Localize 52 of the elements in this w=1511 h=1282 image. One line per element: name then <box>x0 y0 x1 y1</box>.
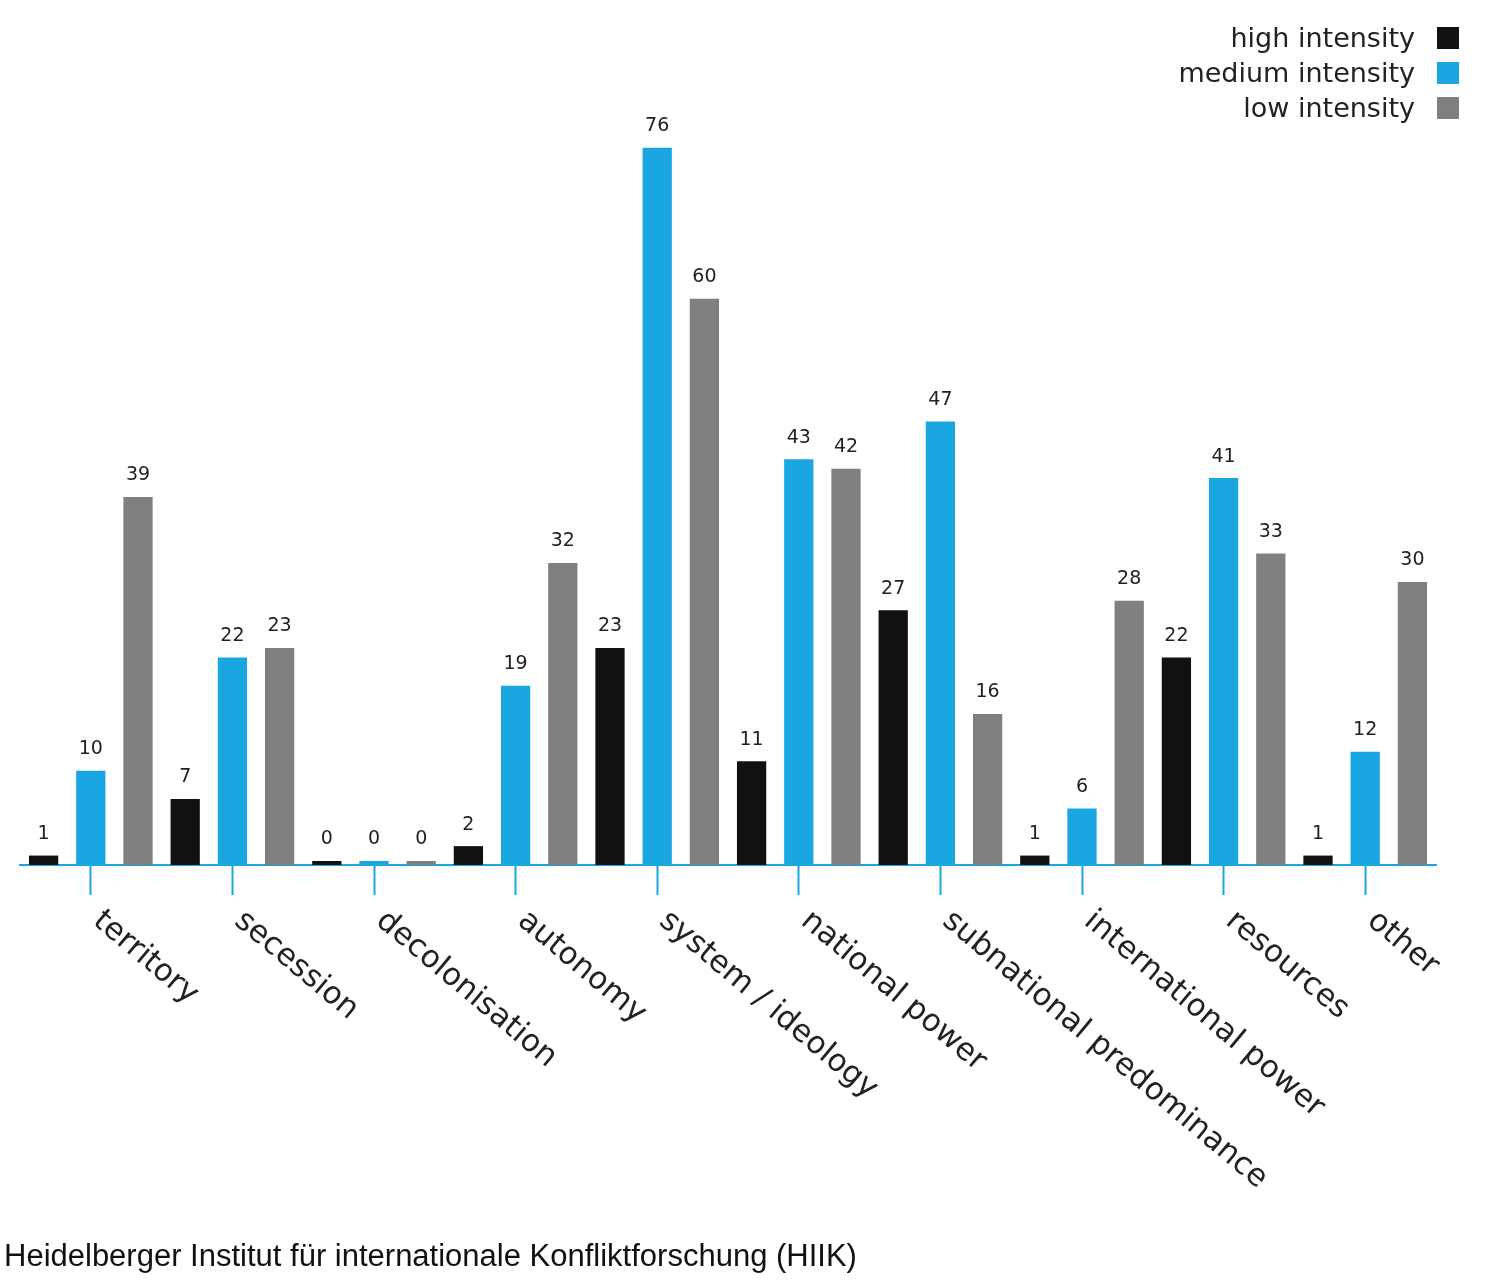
bar <box>170 798 200 865</box>
data-label: 0 <box>367 826 381 849</box>
data-label: 19 <box>503 651 528 674</box>
data-label: 1 <box>37 821 50 843</box>
bar <box>689 298 720 865</box>
data-label: 23 <box>597 613 623 636</box>
text: Heidelberger Institut für internationale Konfliktforschung (HIIK) <box>4 1238 857 1274</box>
bar <box>28 855 59 865</box>
data-label: 76 <box>645 113 670 136</box>
bar <box>264 647 295 865</box>
data-label: 1 <box>1311 821 1325 843</box>
data-label: 27 <box>881 575 906 598</box>
data-label: 16 <box>975 679 1000 702</box>
bar <box>1303 855 1333 865</box>
data-label: 0 <box>415 826 428 849</box>
bar <box>831 468 861 865</box>
data-label: 22 <box>1164 622 1189 645</box>
data-label: 23 <box>267 613 292 636</box>
bar <box>595 647 625 865</box>
data-label: 28 <box>1117 566 1142 589</box>
bar <box>736 761 767 865</box>
bar <box>1256 553 1286 865</box>
data-label: 11 <box>739 726 764 749</box>
bar <box>1397 581 1428 865</box>
data-label: 2 <box>462 811 475 834</box>
data-label: 7 <box>179 764 192 787</box>
data-label: 0 <box>320 826 333 849</box>
bar <box>1114 600 1144 865</box>
bar <box>1161 657 1192 865</box>
data-label: 43 <box>786 424 811 447</box>
data-label: 32 <box>550 528 575 551</box>
data-label: 42 <box>833 434 859 457</box>
data-label: 30 <box>1400 547 1425 570</box>
bar <box>548 563 578 865</box>
bar <box>123 496 153 865</box>
data-label: 22 <box>220 622 245 645</box>
data-label: 6 <box>1075 773 1089 796</box>
data-label: 1 <box>1028 821 1041 843</box>
data-label: 12 <box>1353 717 1378 740</box>
legend-label: low intensity <box>1243 92 1415 123</box>
data-label: 47 <box>928 386 953 409</box>
bar <box>878 610 908 865</box>
bar <box>453 846 484 865</box>
data-label: 39 <box>125 462 151 485</box>
legend-label: medium intensity <box>1178 57 1415 88</box>
data-label: 41 <box>1211 443 1236 466</box>
legend-label: high intensity <box>1230 22 1415 53</box>
data-label: 60 <box>692 264 717 287</box>
data-label: 33 <box>1258 519 1283 541</box>
bar <box>972 714 1003 865</box>
data-label: 10 <box>78 736 103 759</box>
bar <box>1020 855 1050 865</box>
